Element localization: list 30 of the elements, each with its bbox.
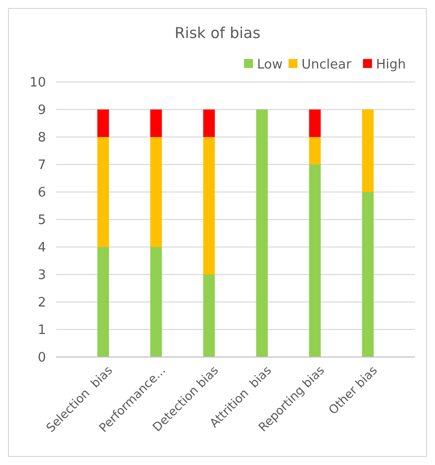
bar <box>203 274 215 357</box>
y-tick-label: 1 <box>38 323 46 338</box>
bar <box>150 247 162 357</box>
bar <box>309 110 321 137</box>
bar <box>362 110 374 192</box>
chart-title: Risk of bias <box>174 24 261 42</box>
y-tick-label: 7 <box>38 158 46 174</box>
y-tick-label: 2 <box>38 296 46 311</box>
y-tick-label: 0 <box>38 350 46 366</box>
y-tick-label: 5 <box>38 213 46 228</box>
legend-label: High <box>376 58 406 73</box>
y-tick-label: 10 <box>29 76 46 91</box>
bar <box>150 137 162 247</box>
bar <box>256 110 268 357</box>
bar <box>150 110 162 137</box>
bar <box>362 192 374 357</box>
y-tick-label: 6 <box>38 186 46 201</box>
y-tick-label: 3 <box>38 268 46 284</box>
bar <box>203 110 215 137</box>
legend-label: Unclear <box>302 58 352 73</box>
y-tick-label: 4 <box>38 240 46 256</box>
bar <box>203 137 215 274</box>
bar <box>97 137 109 247</box>
y-tick-label: 8 <box>38 130 46 146</box>
bar <box>97 247 109 357</box>
bar <box>97 110 109 137</box>
y-tick-label: 9 <box>38 103 46 118</box>
bar <box>309 137 321 164</box>
legend-label: Low <box>257 58 283 73</box>
bar <box>309 164 321 357</box>
